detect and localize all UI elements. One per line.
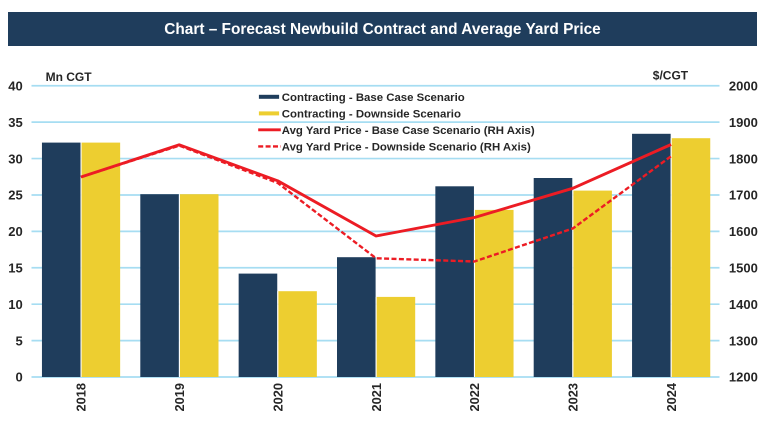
svg-text:$/CGT: $/CGT <box>653 69 689 83</box>
svg-text:2023: 2023 <box>565 383 580 411</box>
svg-text:5: 5 <box>15 333 22 348</box>
svg-text:Mn CGT: Mn CGT <box>46 70 93 84</box>
svg-text:2018: 2018 <box>74 383 89 411</box>
svg-text:2000: 2000 <box>729 78 758 93</box>
svg-text:35: 35 <box>8 115 22 130</box>
svg-text:0: 0 <box>15 370 22 385</box>
svg-text:1300: 1300 <box>729 333 758 348</box>
svg-text:Contracting - Base Case Scenar: Contracting - Base Case Scenario <box>282 92 465 104</box>
svg-text:2021: 2021 <box>369 383 384 411</box>
svg-text:40: 40 <box>8 78 22 93</box>
svg-text:1200: 1200 <box>729 370 758 385</box>
svg-text:Avg Yard Price - Downside Scen: Avg Yard Price - Downside Scenario (RH A… <box>282 142 531 154</box>
svg-text:1500: 1500 <box>729 260 758 275</box>
svg-text:2020: 2020 <box>270 383 285 411</box>
svg-text:1700: 1700 <box>729 188 758 203</box>
svg-text:1800: 1800 <box>729 151 758 166</box>
svg-text:2024: 2024 <box>664 382 679 411</box>
svg-text:2022: 2022 <box>467 383 482 411</box>
svg-text:30: 30 <box>8 151 22 166</box>
svg-text:Contracting - Downside Scenari: Contracting - Downside Scenario <box>282 109 461 121</box>
svg-text:15: 15 <box>8 260 22 275</box>
svg-text:10: 10 <box>8 297 22 312</box>
svg-text:25: 25 <box>8 188 22 203</box>
svg-text:1400: 1400 <box>729 297 758 312</box>
svg-text:1900: 1900 <box>729 115 758 130</box>
svg-text:20: 20 <box>8 224 22 239</box>
svg-text:1600: 1600 <box>729 224 758 239</box>
svg-text:Avg Yard Price - Base Case Sce: Avg Yard Price - Base Case Scenario (RH … <box>282 125 535 137</box>
svg-text:2019: 2019 <box>172 383 187 411</box>
